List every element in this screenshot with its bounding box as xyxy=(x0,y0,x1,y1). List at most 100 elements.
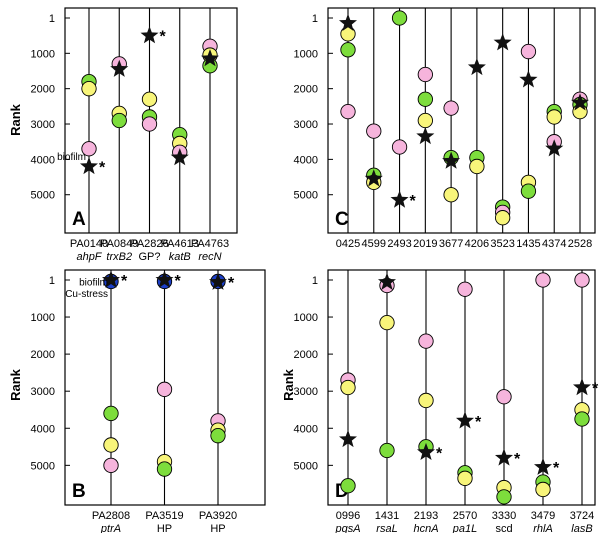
rank-star xyxy=(339,13,357,32)
y-tick-label: 4000 xyxy=(294,423,318,435)
panel-B: 1 1000 2000 3000 4000 5000 Rank B * biofilmCu-str… xyxy=(8,269,266,533)
rank-dot-yellow xyxy=(141,91,158,107)
rank-star xyxy=(170,148,189,166)
rank-dot-yellow xyxy=(535,481,551,498)
rank-star xyxy=(209,272,227,290)
column-label: 0996 xyxy=(336,510,360,522)
rank-dot-pink xyxy=(535,272,551,288)
rank-star xyxy=(519,70,538,88)
rank-dot-yellow xyxy=(418,392,434,409)
column-label: 3724 xyxy=(570,510,594,522)
significance-asterisk: * xyxy=(175,273,182,290)
column-label: 2019 xyxy=(413,238,437,250)
rank-dot-green xyxy=(417,91,433,107)
column-sublabel: ptrA xyxy=(100,523,121,533)
rank-star xyxy=(573,378,591,396)
y-tick-label: 1 xyxy=(312,275,318,287)
y-tick-label: 3000 xyxy=(31,119,55,131)
rank-dot-pink xyxy=(443,100,459,116)
significance-asterisk: * xyxy=(121,273,128,290)
rank-dot-pink xyxy=(156,381,173,397)
column-sublabel: HP xyxy=(157,523,172,533)
column-label: 4374 xyxy=(542,238,566,250)
column-sublabel: katB xyxy=(169,251,191,263)
rank-dot-pink xyxy=(103,457,119,473)
column-sublabel: GP? xyxy=(138,251,160,263)
column-label: PA3519 xyxy=(145,510,183,522)
rank-dot-pink xyxy=(496,389,512,405)
rank-star xyxy=(442,151,461,169)
rank-star xyxy=(467,58,486,76)
column-2019: 2019 xyxy=(413,8,438,250)
y-tick-label: 1000 xyxy=(31,312,55,324)
column-label: PA2826 xyxy=(130,238,168,250)
significance-asterisk: * xyxy=(99,159,106,176)
annotation-0: biofilm xyxy=(57,152,86,163)
panel-frame xyxy=(64,7,238,234)
significance-asterisk: * xyxy=(410,193,417,210)
column-4374: 4374 xyxy=(542,8,566,250)
column-label: PA0140 xyxy=(70,238,108,250)
panel-A: 1 1000 2000 3000 4000 5000 Rank A * biofilm PA0140… xyxy=(8,7,238,263)
rank-star xyxy=(201,49,219,67)
y-axis-title: Rank xyxy=(8,103,23,136)
rank-star xyxy=(140,26,159,44)
column-label: 3677 xyxy=(439,238,463,250)
column-label: 2493 xyxy=(387,238,411,250)
significance-asterisk: * xyxy=(592,380,599,397)
rank-dot-pink xyxy=(81,141,97,157)
column-label: 4206 xyxy=(465,238,489,250)
rank-star xyxy=(495,448,513,466)
column-label: PA3920 xyxy=(199,510,237,522)
rank-dot-pink xyxy=(520,43,537,60)
y-tick-label: 5000 xyxy=(294,460,318,472)
column-label: 2193 xyxy=(414,510,438,522)
significance-asterisk: * xyxy=(475,414,482,431)
rank-star xyxy=(110,59,129,77)
y-tick-label: 5000 xyxy=(31,190,55,202)
column-label: 3523 xyxy=(490,238,514,250)
rank-dot-green xyxy=(520,183,537,199)
rank-dot-pink xyxy=(141,116,158,132)
column-label: 0425 xyxy=(336,238,360,250)
column-sublabel: HP xyxy=(210,523,225,533)
column-3677: 3677 xyxy=(439,8,463,250)
rank-dot-green xyxy=(340,478,356,494)
rank-dot-pink xyxy=(391,139,408,155)
rank-dot-pink xyxy=(574,272,590,288)
rank-star xyxy=(102,270,120,288)
column-sublabel: ahpF xyxy=(76,251,102,263)
rank-dot-yellow xyxy=(103,437,119,453)
rank-star xyxy=(416,126,435,145)
rank-dot-yellow xyxy=(340,379,356,396)
y-tick-label: 1 xyxy=(312,13,318,25)
panel-frame xyxy=(327,269,596,506)
rank-star xyxy=(390,190,409,208)
rank-star xyxy=(155,270,174,288)
column-label: 3479 xyxy=(531,510,555,522)
y-tick-label: 3000 xyxy=(294,386,318,398)
rank-dot-pink xyxy=(366,123,382,139)
column-sublabel: pqsA xyxy=(334,523,360,533)
y-tick-label: 1000 xyxy=(31,48,55,60)
column-2528: 2528 xyxy=(568,8,592,250)
y-tick-label: 2000 xyxy=(294,349,318,361)
column-label: PA4613 xyxy=(161,238,199,250)
rank-dot-green xyxy=(210,428,226,444)
rank-dot-yellow xyxy=(81,81,97,97)
column-sublabel: scd xyxy=(495,523,512,533)
y-axis-title: Rank xyxy=(281,368,296,401)
annotation-1: Cu-stress xyxy=(65,289,108,300)
